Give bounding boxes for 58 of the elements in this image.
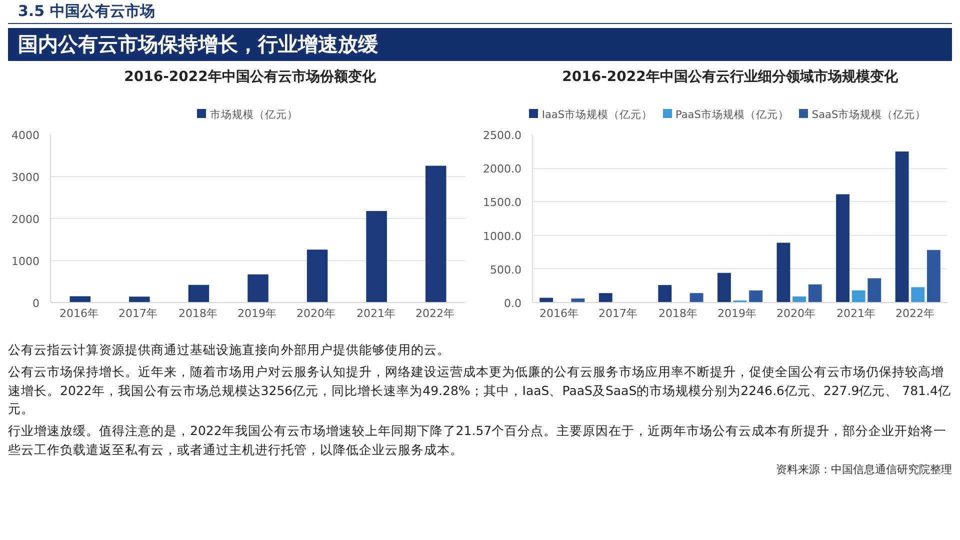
x-tick-label: 2017年 (118, 306, 158, 321)
x-tick-label: 2020年 (776, 306, 816, 321)
bar (188, 284, 210, 302)
x-tick-label: 2022年 (414, 306, 456, 321)
bar (776, 242, 790, 302)
x-tick-label: 2022年 (894, 306, 936, 321)
text: 行业增速放缓。值得注意的是，2022年我国公有云市场增速较上年同期下降了21.57个百分点。主要原因在于，近两年市场公有云成本有所提升，部分企业开始将一些云工作负载遣返至私有云，或者通过主机进行托管，以降低企业云服务成本。 (8, 422, 948, 459)
bar (717, 272, 731, 302)
y-tick-label: 1000 (12, 255, 40, 268)
bar (306, 250, 328, 302)
x-tick-label: 2016年 (538, 306, 580, 321)
y-tick-label: 500.0 (490, 263, 522, 276)
y-tick-label: 1000.0 (483, 230, 522, 243)
y-tick-label: 2000 (12, 213, 40, 226)
x-tick-label: 2018年 (178, 306, 218, 321)
bar (366, 210, 387, 302)
text: 国内公有云市场保持增长，行业增速放缓 (8, 28, 952, 61)
bar (425, 166, 446, 302)
bar (895, 152, 909, 302)
y-tick-label: 0.0 (504, 297, 522, 310)
bar (868, 278, 882, 302)
y-tick-label: 2500.0 (483, 129, 522, 142)
legend-label: IaaS市场规模（亿元） (540, 109, 653, 121)
legend-label: PaaS市场规模（亿元） (674, 109, 789, 121)
bar (836, 194, 850, 302)
bar (808, 284, 822, 302)
bar (792, 296, 806, 302)
bar (926, 250, 940, 302)
text: 公有云指云计算资源提供商通过基础设施直接向外部用户提供能够使用的云。 (8, 341, 451, 359)
y-tick-label: 3000 (12, 171, 40, 184)
text: 3.5 中国公有云市场 (8, 0, 952, 24)
x-tick-label: 2017年 (598, 306, 638, 321)
y-tick-label: 2000.0 (483, 162, 522, 176)
chart-title: 2016-2022年中国公有云行业细分领域市场规模变化 (561, 68, 899, 86)
text: 公有云市场保持增长。近年来，随着市场用户对云服务认知提升，网络建设运营成本更为低廉的公有云服务市场应用率不断提升，促使全国公有云市场仍保持较高增速增长。2022年，我国公有云市场总规模达3256亿元，同比增长速率为49.28%；其中，IaaS、PaaS及SaaS的市场规模分别为2246.6亿元、227.9亿元、 781.4亿元。 (8, 362, 952, 418)
x-tick-label: 2020年 (296, 306, 336, 321)
bar (749, 290, 763, 302)
y-tick-label: 1500.0 (483, 196, 522, 210)
bar (598, 293, 612, 302)
bar (129, 296, 150, 302)
y-tick-label: 0 (32, 297, 40, 310)
bar (658, 285, 672, 302)
bar (852, 290, 866, 302)
x-tick-label: 2016年 (58, 306, 100, 321)
x-tick-label: 2018年 (658, 306, 698, 321)
x-tick-label: 2019年 (716, 306, 758, 321)
x-tick-label: 2021年 (836, 306, 876, 321)
bar (911, 287, 925, 302)
bar (690, 293, 704, 302)
y-tick-label: 4000 (12, 129, 40, 142)
text: 资料来源：中国信息通信研究院整理 (775, 462, 952, 476)
bar (70, 296, 91, 302)
legend-label: 市场规模（亿元） (209, 109, 298, 121)
chart-title: 2016-2022年中国公有云市场份额变化 (123, 68, 377, 86)
bar (248, 274, 268, 302)
x-tick-label: 2021年 (356, 306, 396, 321)
legend-label: SaaS市场规模（亿元） (810, 109, 926, 121)
x-tick-label: 2019年 (236, 306, 278, 321)
